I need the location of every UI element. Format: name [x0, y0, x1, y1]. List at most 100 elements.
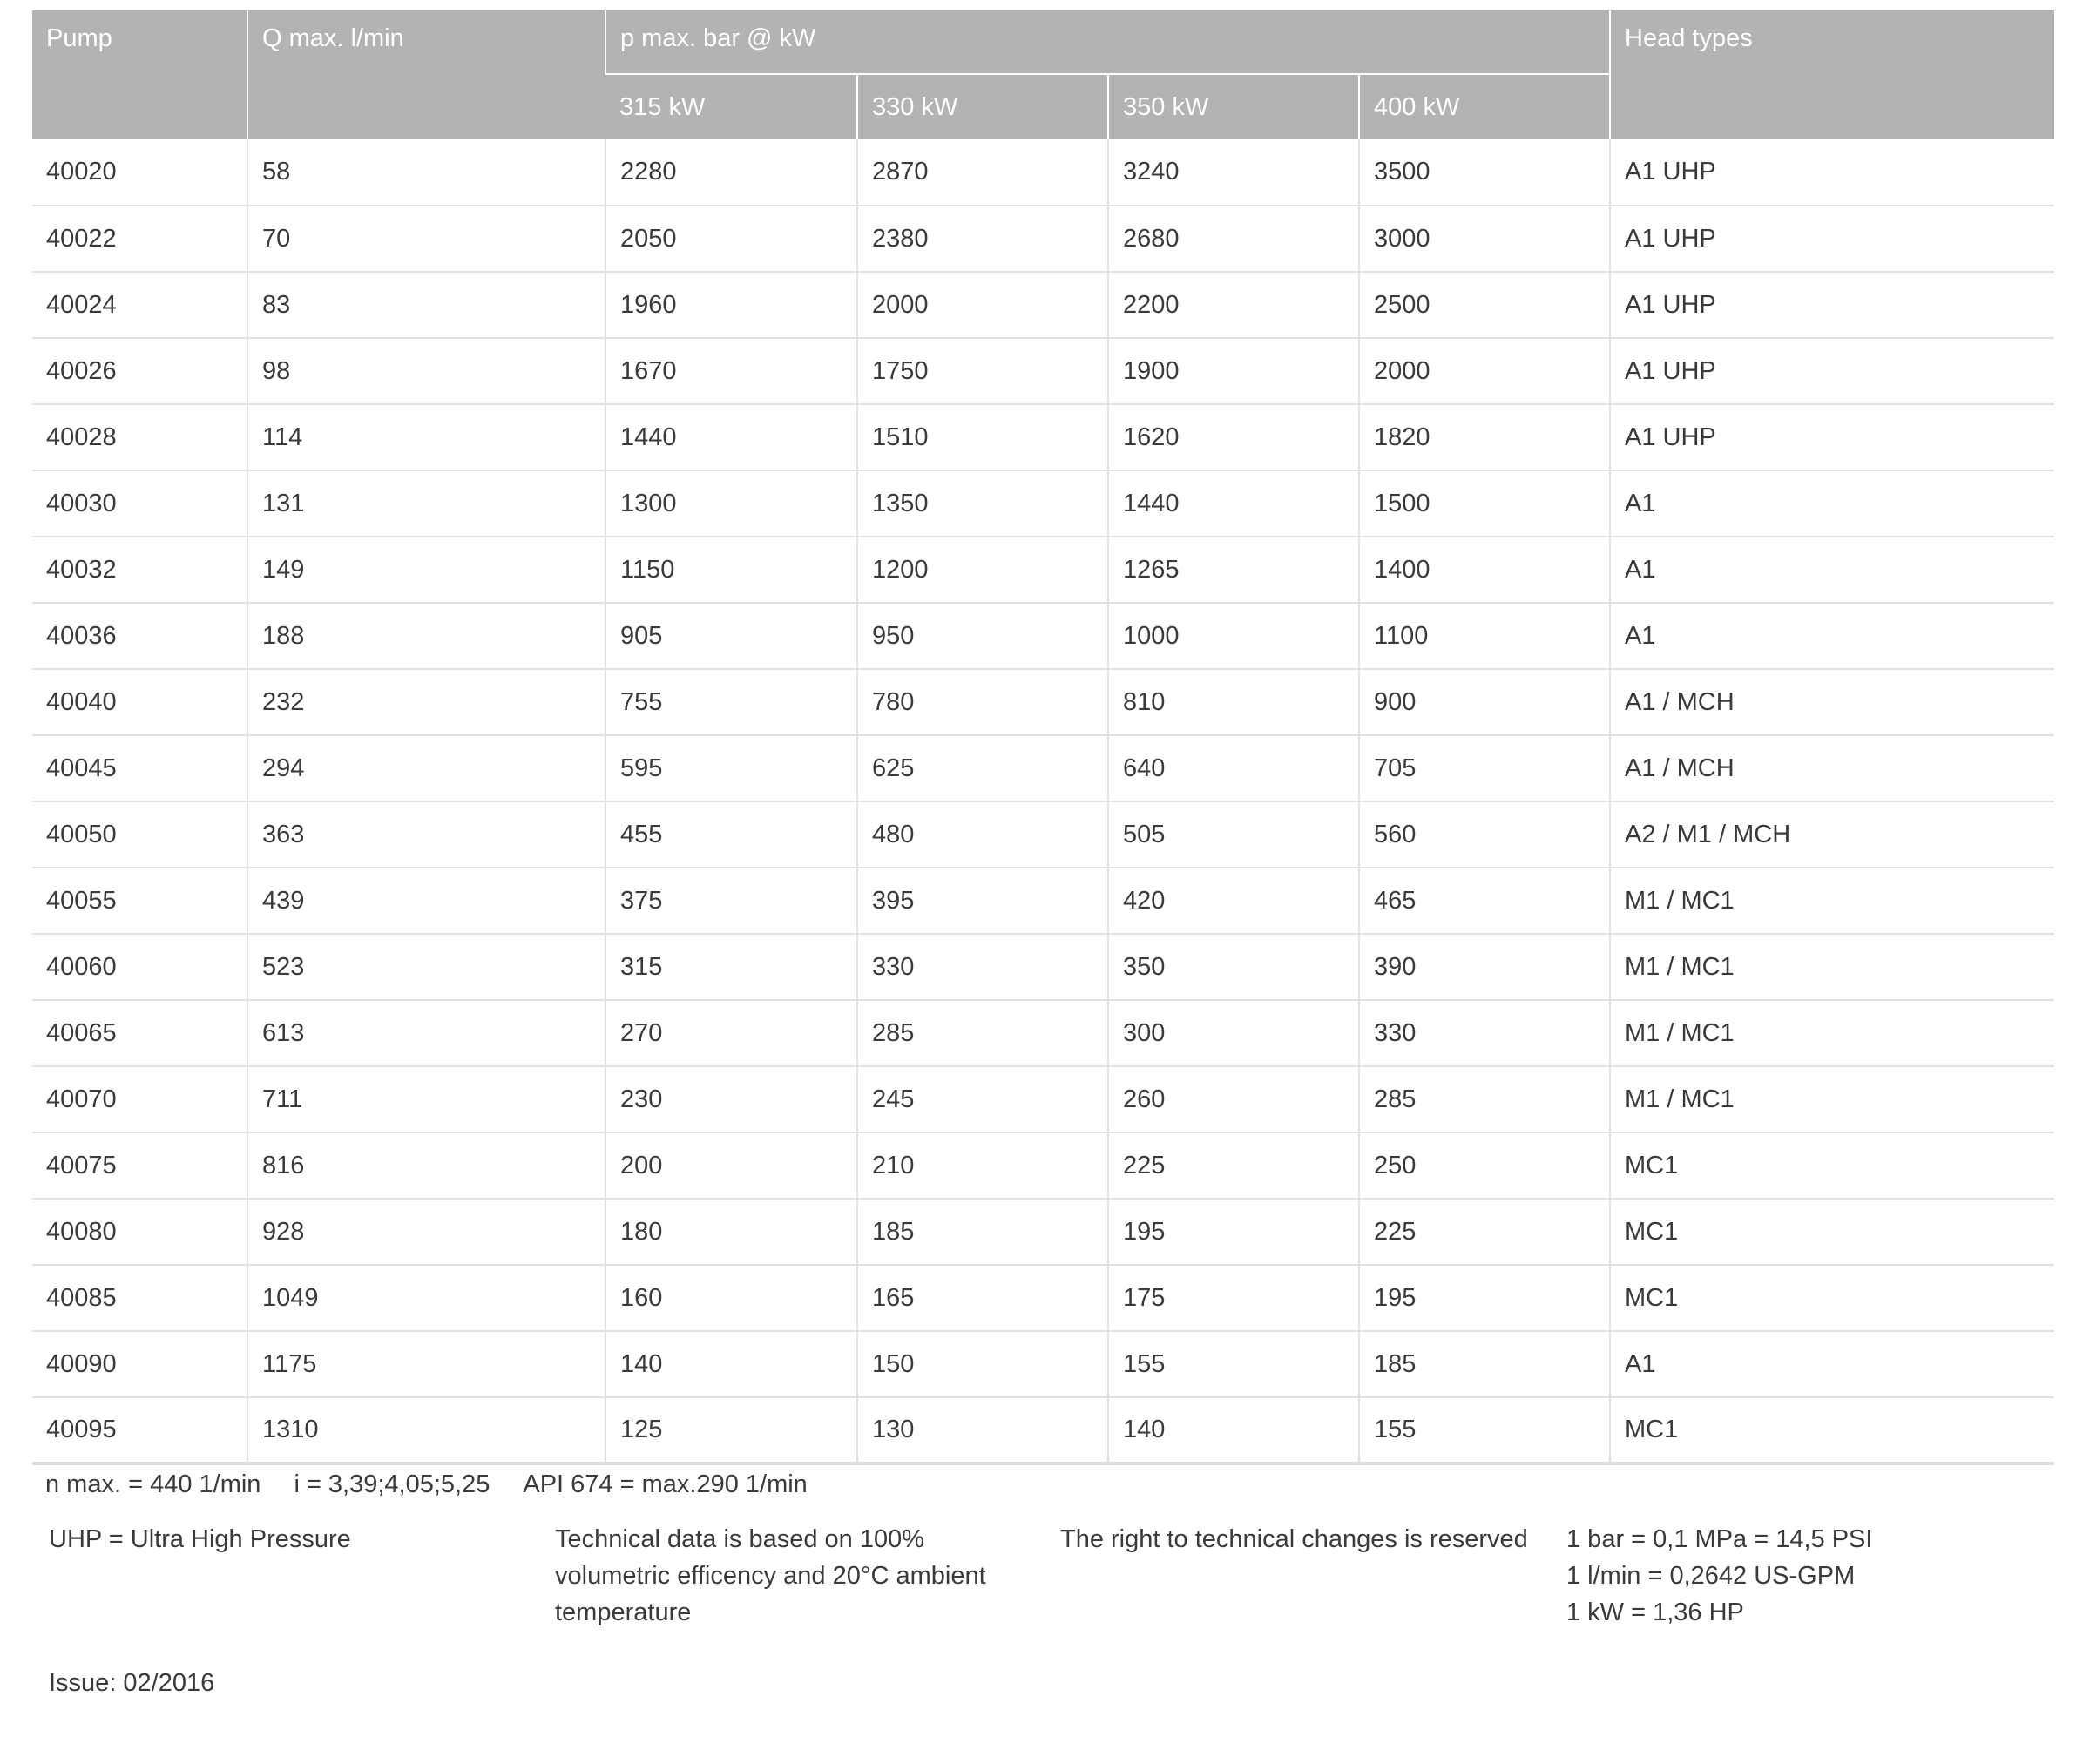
- pump-data-table: Pump Q max. l/min p max. bar @ kW Head t…: [32, 10, 2054, 1465]
- p-315kw-cell: 1440: [605, 404, 857, 471]
- uhp-note: UHP = Ultra High Pressure: [49, 1525, 351, 1553]
- rights-note: The right to technical changes is reserv…: [1060, 1525, 1528, 1553]
- p-315kw-cell: 1960: [605, 272, 857, 339]
- p-400kw-cell: 705: [1358, 735, 1610, 802]
- p-315kw-cell: 2280: [605, 139, 857, 206]
- p-350kw-cell: 505: [1107, 801, 1359, 868]
- q-max-cell: 1049: [247, 1265, 605, 1332]
- p-315kw-cell: 455: [605, 801, 857, 868]
- p-400kw-cell: 465: [1358, 868, 1610, 935]
- p-400kw-cell: 195: [1358, 1265, 1610, 1332]
- conversion-line: 1 l/min = 0,2642 US-GPM: [1566, 1562, 1856, 1590]
- pump-cell: 40070: [32, 1066, 247, 1133]
- p-315kw-cell: 230: [605, 1066, 857, 1133]
- table-row: 40032 149 1150 1200 1265 1400 A1: [32, 537, 2054, 604]
- q-max-cell: 114: [247, 404, 605, 471]
- q-max-cell: 1310: [247, 1397, 605, 1465]
- head-types-cell: MC1: [1609, 1132, 2054, 1200]
- p-350kw-cell: 420: [1107, 868, 1359, 935]
- p-315kw-cell: 1670: [605, 338, 857, 405]
- technical-note-line: temperature: [555, 1598, 692, 1626]
- p-400kw-cell: 225: [1358, 1199, 1610, 1266]
- head-types-cell: M1 / MC1: [1609, 868, 2054, 935]
- p-330kw-cell: 165: [856, 1265, 1108, 1332]
- p-330kw-cell: 2380: [856, 206, 1108, 273]
- p-400kw-cell: 2500: [1358, 272, 1610, 339]
- pump-cell: 40040: [32, 669, 247, 736]
- p-330kw-cell: 245: [856, 1066, 1108, 1133]
- head-types-cell: A1 UHP: [1609, 404, 2054, 471]
- q-max-cell: 711: [247, 1066, 605, 1133]
- table-body: 40020 58 2280 2870 3240 3500 A1 UHP 40022 70 2050…: [32, 139, 2054, 1465]
- p-400kw-cell: 560: [1358, 801, 1610, 868]
- q-max-cell: 294: [247, 735, 605, 802]
- header-400kw: 400 kW: [1358, 73, 1610, 139]
- header-350kw: 350 kW: [1107, 73, 1359, 139]
- pump-cell: 40055: [32, 868, 247, 935]
- head-types-cell: A1 UHP: [1609, 338, 2054, 405]
- q-max-cell: 70: [247, 206, 605, 273]
- p-315kw-cell: 2050: [605, 206, 857, 273]
- p-350kw-cell: 260: [1107, 1066, 1359, 1133]
- pump-cell: 40075: [32, 1132, 247, 1200]
- p-400kw-cell: 2000: [1358, 338, 1610, 405]
- head-types-cell: A2 / M1 / MCH: [1609, 801, 2054, 868]
- head-types-cell: M1 / MC1: [1609, 1066, 2054, 1133]
- p-350kw-cell: 175: [1107, 1265, 1359, 1332]
- p-330kw-cell: 330: [856, 934, 1108, 1001]
- p-315kw-cell: 270: [605, 1000, 857, 1067]
- p-400kw-cell: 900: [1358, 669, 1610, 736]
- pump-cell: 40065: [32, 1000, 247, 1067]
- p-315kw-cell: 375: [605, 868, 857, 935]
- pump-cell: 40020: [32, 139, 247, 206]
- p-330kw-cell: 480: [856, 801, 1108, 868]
- p-350kw-cell: 300: [1107, 1000, 1359, 1067]
- p-330kw-cell: 285: [856, 1000, 1108, 1067]
- pump-cell: 40045: [32, 735, 247, 802]
- table-row: 40045 294 595 625 640 705 A1 / MCH: [32, 735, 2054, 802]
- head-types-cell: A1 UHP: [1609, 272, 2054, 339]
- p-350kw-cell: 350: [1107, 934, 1359, 1001]
- q-max-cell: 613: [247, 1000, 605, 1067]
- head-types-cell: A1 / MCH: [1609, 669, 2054, 736]
- q-max-cell: 439: [247, 868, 605, 935]
- p-315kw-cell: 315: [605, 934, 857, 1001]
- head-types-cell: A1: [1609, 537, 2054, 604]
- pump-cell: 40060: [32, 934, 247, 1001]
- p-350kw-cell: 1440: [1107, 470, 1359, 537]
- table-row: 40060 523 315 330 350 390 M1 / MC1: [32, 934, 2054, 1001]
- api-note: API 674 = max.290 1/min: [523, 1470, 808, 1498]
- q-max-cell: 928: [247, 1199, 605, 1266]
- header-330kw: 330 kW: [856, 73, 1108, 139]
- q-max-cell: 58: [247, 139, 605, 206]
- p-400kw-cell: 155: [1358, 1397, 1610, 1465]
- p-350kw-cell: 640: [1107, 735, 1359, 802]
- p-350kw-cell: 1900: [1107, 338, 1359, 405]
- head-types-cell: A1: [1609, 470, 2054, 537]
- pump-cell: 40090: [32, 1331, 247, 1398]
- ratio-note: i = 3,39;4,05;5,25: [294, 1470, 490, 1498]
- pump-cell: 40026: [32, 338, 247, 405]
- table-row: 40065 613 270 285 300 330 M1 / MC1: [32, 1000, 2054, 1067]
- p-315kw-cell: 200: [605, 1132, 857, 1200]
- head-types-cell: A1 UHP: [1609, 139, 2054, 206]
- p-315kw-cell: 595: [605, 735, 857, 802]
- pump-cell: 40022: [32, 206, 247, 273]
- q-max-cell: 98: [247, 338, 605, 405]
- head-types-cell: M1 / MC1: [1609, 934, 2054, 1001]
- p-330kw-cell: 150: [856, 1331, 1108, 1398]
- p-350kw-cell: 195: [1107, 1199, 1359, 1266]
- q-max-cell: 131: [247, 470, 605, 537]
- conversion-line: 1 bar = 0,1 MPa = 14,5 PSI: [1566, 1525, 1873, 1553]
- p-400kw-cell: 1400: [1358, 537, 1610, 604]
- header-315kw: 315 kW: [605, 73, 857, 139]
- p-350kw-cell: 3240: [1107, 139, 1359, 206]
- p-350kw-cell: 2680: [1107, 206, 1359, 273]
- p-330kw-cell: 130: [856, 1397, 1108, 1465]
- p-400kw-cell: 185: [1358, 1331, 1610, 1398]
- head-types-cell: MC1: [1609, 1397, 2054, 1465]
- table-row: 40024 83 1960 2000 2200 2500 A1 UHP: [32, 272, 2054, 339]
- p-400kw-cell: 390: [1358, 934, 1610, 1001]
- p-350kw-cell: 2200: [1107, 272, 1359, 339]
- technical-note-line: Technical data is based on 100%: [555, 1525, 925, 1553]
